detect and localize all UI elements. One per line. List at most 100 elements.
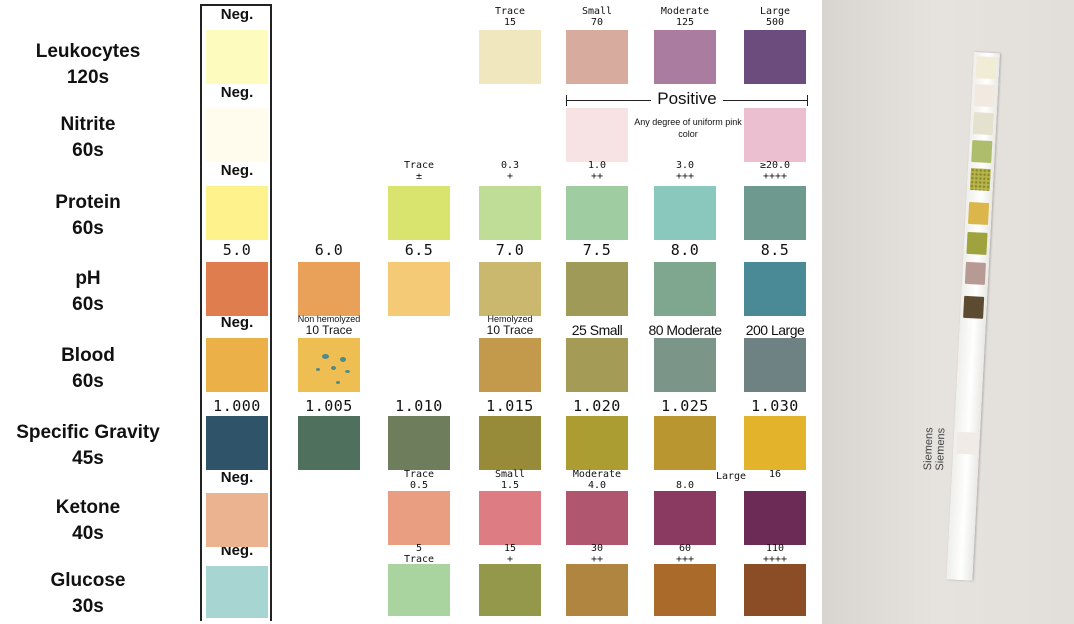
brand-text: Siemens Siemens <box>922 427 948 471</box>
positive-text: Positive <box>651 89 723 108</box>
protein-label-0: Trace ± <box>388 160 450 182</box>
row-label-7: Glucose 30s <box>0 568 176 620</box>
blood-neg-swatch <box>206 338 268 392</box>
blood-label-nonhemolyzed-bottom: 10 Trace <box>305 323 353 337</box>
glucose-label-4: 110 ++++ <box>744 543 806 565</box>
strip-pad-5 <box>967 201 990 225</box>
blood-label-2: 80 Moderate <box>648 322 722 338</box>
glucose-swatch-2 <box>566 564 628 616</box>
row-label-4: Blood 60s <box>0 343 176 395</box>
row-time: 45s <box>72 448 104 469</box>
ketone-label-2: Moderate 4.0 <box>566 469 628 491</box>
ketone-label-0: Trace 0.5 <box>388 469 450 491</box>
row-time: 60s <box>72 294 104 315</box>
ph-swatch-5 <box>654 262 716 316</box>
nitrite-swatch-1 <box>566 108 628 162</box>
protein-label-0-bottom: ± <box>415 171 423 182</box>
positive-label: Positive <box>566 89 808 109</box>
ph-label-6: 8.5 <box>760 241 790 259</box>
row-label-5: Specific Gravity 45s <box>0 420 176 472</box>
leukocytes-label-0-bottom: 15 <box>503 17 517 28</box>
leukocytes-label-1: Small 70 <box>566 6 628 28</box>
glucose-swatch-4 <box>744 564 806 616</box>
protein-swatch-1 <box>479 186 541 240</box>
strip-pad-9 <box>955 431 978 455</box>
leukocytes-neg-swatch <box>206 30 268 84</box>
leukocytes-label-2-top: Moderate <box>660 6 710 17</box>
protein-label-2-top: 1.0 <box>587 160 607 171</box>
glucose-label-2: 30 ++ <box>566 543 628 565</box>
sg-label-2: 1.010 <box>395 397 443 415</box>
ph-swatch-0 <box>206 262 268 316</box>
sg-swatch-0 <box>206 416 268 470</box>
ketone-swatch-3 <box>654 491 716 545</box>
nitrite-neg-swatch <box>206 108 268 162</box>
ph-label-0: 5.0 <box>222 241 252 259</box>
ph-label-3: 7.0 <box>495 241 525 259</box>
blood-label-nonhemolyzed-top: Non hemolyzed <box>297 314 361 324</box>
blood-label-nonhemolyzed: Non hemolyzed 10 Trace <box>286 314 372 337</box>
blood-label-hemolyzed-top: Hemolyzed <box>487 314 533 324</box>
nitrite-note: Any degree of uniform pink color <box>634 117 742 139</box>
protein-swatch-4 <box>744 186 806 240</box>
blood-spot-3 <box>316 368 320 371</box>
ketone-label-1-top: Small <box>494 469 526 480</box>
ketone-label-1-bottom: 1.5 <box>500 480 520 491</box>
ketone-label-2-top: Moderate <box>572 469 622 480</box>
strip-pad-6 <box>966 231 988 255</box>
glucose-label-0: 5 Trace <box>388 543 450 565</box>
blood-spot-0 <box>322 354 329 359</box>
glucose-label-3-top: 60 <box>678 543 692 554</box>
ketone-swatch-2 <box>566 491 628 545</box>
protein-label-4-bottom: ++++ <box>762 171 788 182</box>
blood-label-3: 200 Large <box>745 322 805 338</box>
leukocytes-label-1-top: Small <box>581 6 613 17</box>
neg-label-4: Neg. <box>220 314 254 331</box>
sg-label-6: 1.030 <box>751 397 799 415</box>
sg-swatch-1 <box>298 416 360 470</box>
blood-swatch-1 <box>566 338 628 392</box>
leukocytes-label-0: Trace 15 <box>479 6 541 28</box>
ketone-swatch-4 <box>744 491 806 545</box>
row-label-0: Leukocytes 120s <box>0 39 176 91</box>
blood-swatch-2 <box>654 338 716 392</box>
ketone-label-0-top: Trace <box>403 469 435 480</box>
glucose-swatch-1 <box>479 564 541 616</box>
protein-swatch-2 <box>566 186 628 240</box>
leukocytes-swatch-0 <box>479 30 541 84</box>
row-label-2: Protein 60s <box>0 190 176 242</box>
leukocytes-label-3-bottom: 500 <box>765 17 785 28</box>
row-name: Protein <box>55 192 121 213</box>
glucose-neg-swatch <box>206 566 268 618</box>
row-name: Glucose <box>50 570 126 591</box>
row-name: Specific Gravity <box>16 422 160 443</box>
blood-swatch-3 <box>744 338 806 392</box>
glucose-label-0-top: 5 <box>415 543 423 554</box>
row-time: 120s <box>66 67 110 88</box>
protein-label-2: 1.0 ++ <box>566 160 628 182</box>
row-name: Nitrite <box>60 114 116 135</box>
leukocytes-label-3: Large 500 <box>744 6 806 28</box>
negative-column-frame <box>200 4 272 621</box>
test-strip-photo: Siemens Siemens <box>822 0 1074 624</box>
sg-label-0: 1.000 <box>213 397 261 415</box>
ketone-label-4: 16 <box>744 469 806 480</box>
neg-label-2: Neg. <box>220 162 254 179</box>
protein-label-4-top: ≥20.0 <box>759 160 791 171</box>
neg-label-1: Neg. <box>220 84 254 101</box>
glucose-swatch-0 <box>388 564 450 616</box>
protein-label-3-bottom: +++ <box>675 171 695 182</box>
ketone-label-3-top: Large <box>715 471 747 482</box>
glucose-swatch-3 <box>654 564 716 616</box>
protein-neg-swatch <box>206 186 268 240</box>
blood-spot-5 <box>336 381 340 384</box>
range-cap-left <box>566 95 567 106</box>
range-cap-right <box>807 95 808 106</box>
ph-label-2: 6.5 <box>404 241 434 259</box>
protein-label-1: 0.3 + <box>479 160 541 182</box>
glucose-label-2-top: 30 <box>590 543 604 554</box>
glucose-label-1: 15 + <box>479 543 541 565</box>
leukocytes-swatch-3 <box>744 30 806 84</box>
leukocytes-label-1-bottom: 70 <box>590 17 604 28</box>
glucose-label-3: 60 +++ <box>654 543 716 565</box>
